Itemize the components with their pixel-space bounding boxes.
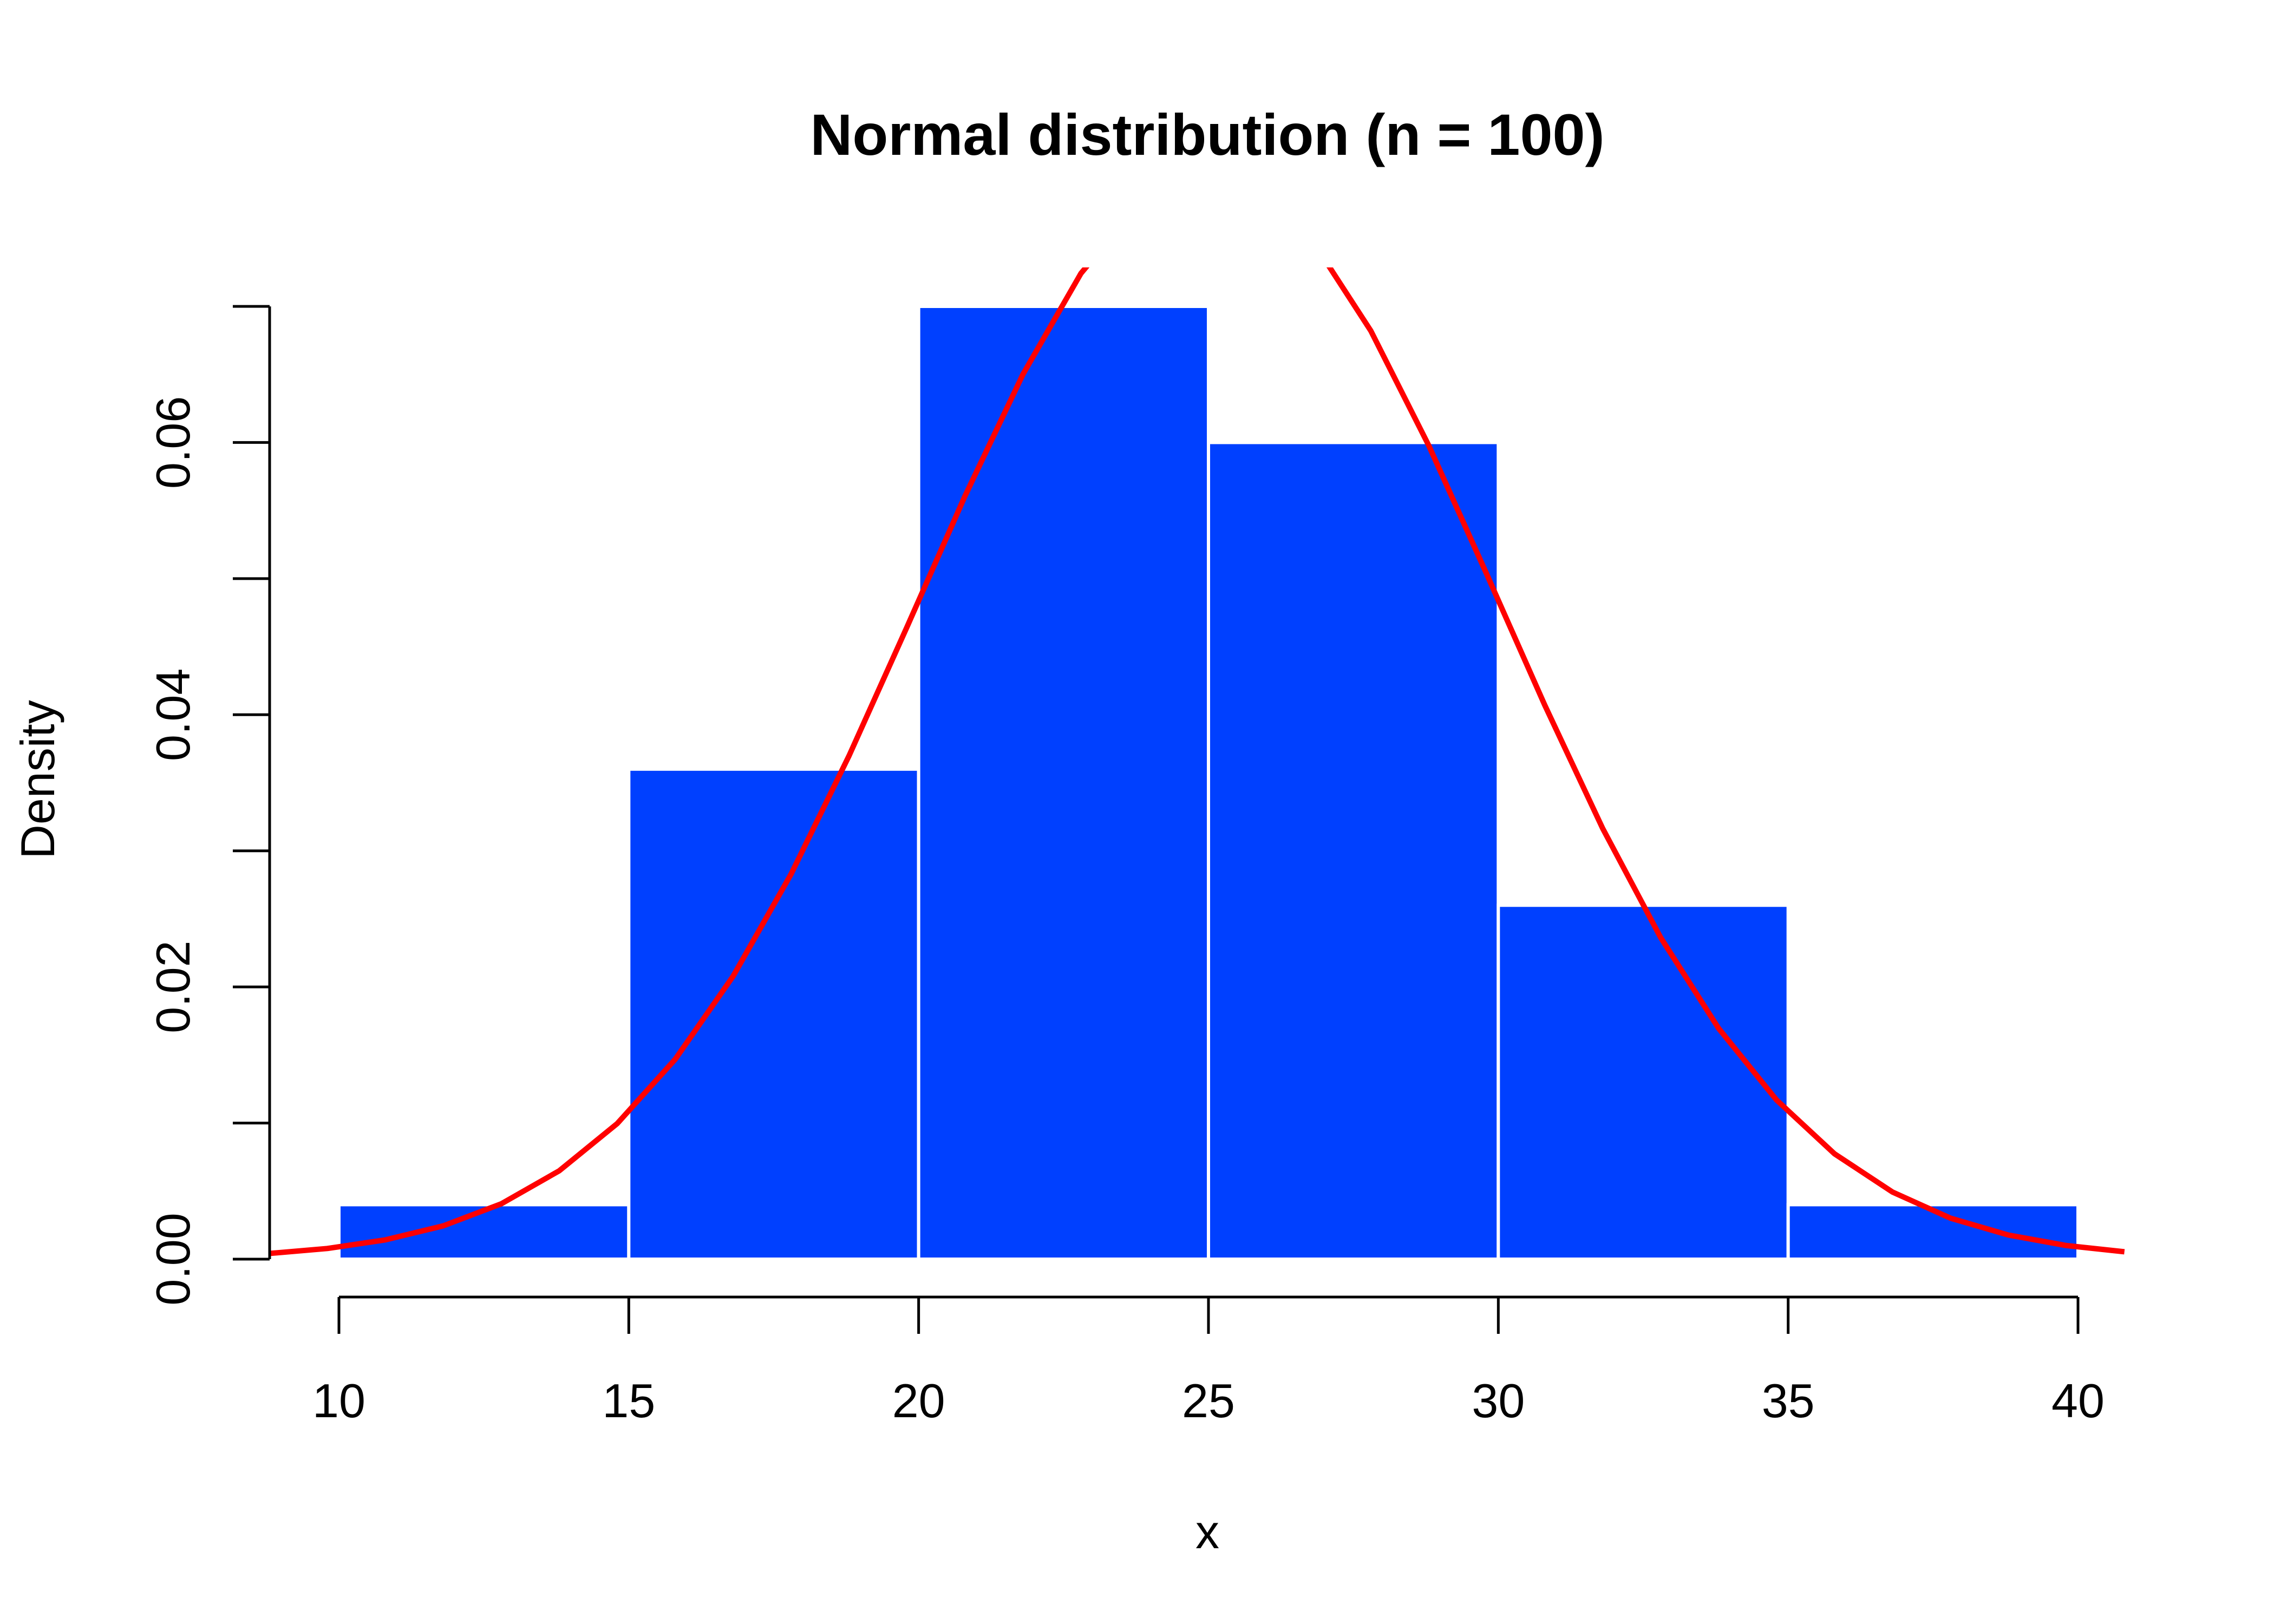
y-tick-label: 0.06: [146, 396, 200, 489]
histogram-bar-2: [627, 767, 920, 1261]
histogram-bar-1: [337, 1203, 631, 1261]
histogram-bars: [337, 305, 2080, 1261]
x-tick-label: 25: [1182, 1374, 1235, 1427]
x-tick-label: 20: [892, 1374, 945, 1427]
histogram-bar-6: [1786, 1203, 2080, 1261]
y-tick-label: 0.04: [146, 669, 200, 761]
x-axis-label: x: [1195, 1505, 1219, 1558]
x-tick-label: 35: [1762, 1374, 1815, 1427]
density-curve-layer: [269, 267, 2125, 1256]
y-axis: 0.00 0.02 0.04 0.06: [146, 305, 271, 1306]
y-tick-label: 0.00: [146, 1213, 200, 1305]
chart-title: Normal distribution (n = 100): [810, 102, 1604, 167]
y-axis-label: Density: [11, 700, 64, 859]
density-curve: [269, 267, 2125, 1256]
histogram-bar-5: [1497, 903, 1790, 1261]
x-axis: 10 15 20 25 30 35 40: [312, 1295, 2105, 1427]
y-tick-label: 0.02: [146, 940, 200, 1033]
x-tick-label: 40: [2051, 1374, 2105, 1427]
histogram-bar-3: [917, 305, 1210, 1261]
x-tick-label: 10: [312, 1374, 365, 1427]
x-tick-label: 15: [602, 1374, 655, 1427]
x-tick-label: 30: [1472, 1374, 1525, 1427]
histogram-bar-4: [1207, 441, 1500, 1261]
